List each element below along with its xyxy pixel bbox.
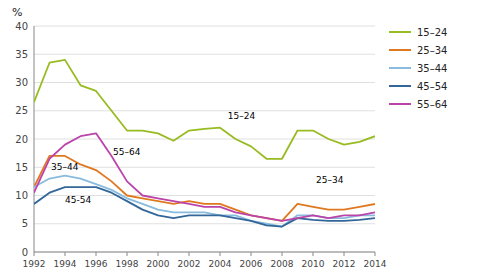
lines xyxy=(34,60,375,227)
annotation: 55–64 xyxy=(113,147,141,157)
grid-line xyxy=(34,82,375,83)
x-axis-line xyxy=(34,252,375,253)
annotation: 45-54 xyxy=(65,195,91,205)
grid-line xyxy=(34,252,375,253)
legend-swatch xyxy=(389,31,411,33)
x-tick-label: 1992 xyxy=(23,259,46,269)
x-tick-label: 2010 xyxy=(302,259,325,269)
grid-line xyxy=(34,54,375,55)
legend-swatch xyxy=(389,85,411,87)
x-tick xyxy=(189,252,190,256)
x-tick xyxy=(34,252,35,256)
x-tick-label: 1996 xyxy=(85,259,108,269)
legend-label: 45–54 xyxy=(417,81,447,92)
annotation: 35–44 xyxy=(51,162,79,172)
x-tick xyxy=(158,252,159,256)
x-tick-label: 2006 xyxy=(240,259,263,269)
series-line xyxy=(34,156,375,221)
x-tick xyxy=(313,252,314,256)
grid-line xyxy=(34,26,375,27)
x-tick-label: 1998 xyxy=(116,259,139,269)
series-line xyxy=(34,60,375,159)
y-tick-label: 0 xyxy=(22,247,28,258)
y-tick-label: 20 xyxy=(15,134,28,145)
x-tick-label: 2008 xyxy=(271,259,294,269)
y-axis-label: % xyxy=(12,6,22,19)
x-tick-label: 2000 xyxy=(147,259,170,269)
x-tick-label: 1994 xyxy=(54,259,77,269)
legend-swatch xyxy=(389,103,411,105)
y-tick-label: 10 xyxy=(15,190,28,201)
legend-swatch xyxy=(389,49,411,51)
grid-line xyxy=(34,139,375,140)
legend-label: 25–34 xyxy=(417,45,447,56)
y-tick-label: 35 xyxy=(15,49,28,60)
y-tick-label: 15 xyxy=(15,162,28,173)
y-tick-label: 5 xyxy=(22,218,28,229)
x-tick-label: 2002 xyxy=(178,259,201,269)
annotation: 15–24 xyxy=(228,111,256,121)
x-tick xyxy=(127,252,128,256)
grid-line xyxy=(34,223,375,224)
x-tick xyxy=(251,252,252,256)
chart: 0 5 10 15 20 25 30 35 40 1992 1994 1996 1998 2000 2002… xyxy=(0,0,491,275)
x-tick-label: 2014 xyxy=(364,259,387,269)
legend-swatch xyxy=(389,67,411,69)
y-tick-label: 40 xyxy=(15,21,28,32)
y-tick-label: 30 xyxy=(15,77,28,88)
x-tick-label: 2004 xyxy=(209,259,232,269)
y-axis-line xyxy=(34,26,35,252)
series-line xyxy=(34,133,375,221)
y-tick-label: 25 xyxy=(15,105,28,116)
legend-label: 35–44 xyxy=(417,63,447,74)
legend-label: 15–24 xyxy=(417,27,447,38)
x-tick-label: 2012 xyxy=(333,259,356,269)
x-tick xyxy=(282,252,283,256)
x-tick xyxy=(344,252,345,256)
x-tick xyxy=(96,252,97,256)
grid-line xyxy=(34,110,375,111)
x-tick xyxy=(65,252,66,256)
series-line xyxy=(34,176,375,227)
annotation: 25–34 xyxy=(316,175,344,185)
x-tick xyxy=(375,252,376,256)
x-tick xyxy=(220,252,221,256)
legend-label: 55–64 xyxy=(417,99,447,110)
